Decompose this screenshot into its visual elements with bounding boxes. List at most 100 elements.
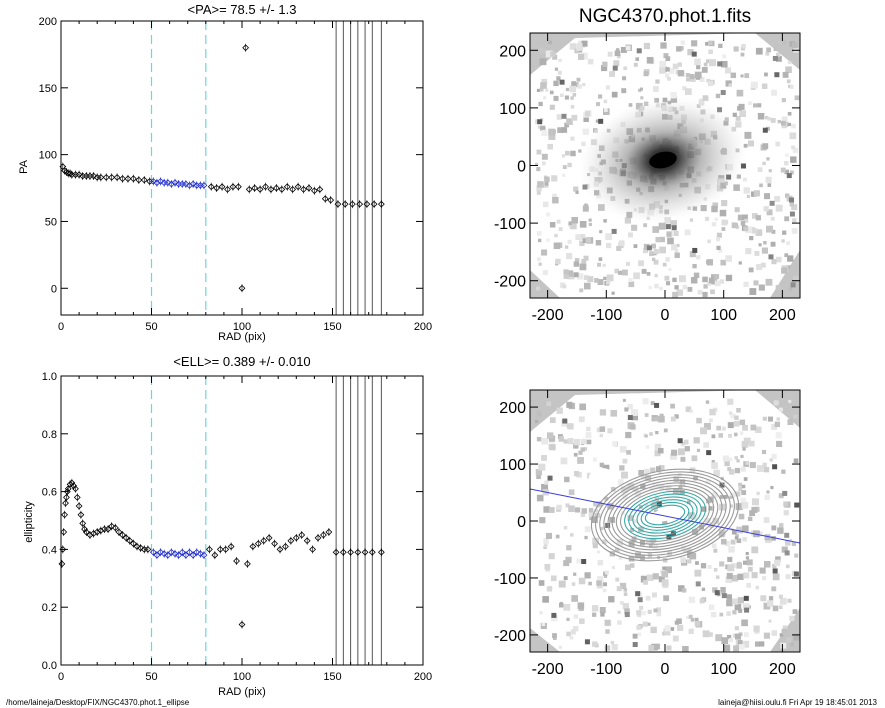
noise-pixel bbox=[782, 71, 789, 78]
noise-pixel bbox=[719, 612, 724, 617]
pa-plot-ylabel: PA bbox=[18, 159, 30, 174]
noise-pixel bbox=[576, 77, 581, 82]
noise-pixel bbox=[611, 644, 618, 651]
noise-pixel bbox=[588, 507, 594, 513]
noise-pixel bbox=[552, 636, 557, 640]
noise-pixel bbox=[676, 289, 684, 296]
noise-pixel bbox=[737, 597, 745, 604]
noise-pixel bbox=[566, 401, 573, 408]
noise-pixel bbox=[577, 457, 584, 464]
noise-pixel bbox=[721, 60, 728, 68]
noise-pixel bbox=[570, 629, 576, 635]
noise-pixel bbox=[762, 127, 768, 133]
img-y-tick-label: -100 bbox=[494, 571, 526, 588]
noise-pixel bbox=[562, 284, 567, 289]
noise-pixel bbox=[760, 595, 767, 602]
noise-pixel bbox=[674, 249, 679, 253]
noise-pixel bbox=[541, 483, 549, 491]
noise-pixel bbox=[765, 176, 772, 183]
noise-pixel bbox=[628, 103, 633, 107]
noise-pixel bbox=[544, 563, 551, 570]
noise-pixel bbox=[556, 76, 561, 81]
noise-pixel bbox=[538, 125, 542, 129]
noise-pixel bbox=[771, 259, 777, 265]
noise-pixel bbox=[653, 259, 659, 265]
noise-pixel bbox=[568, 223, 572, 227]
noise-pixel bbox=[566, 252, 573, 260]
noise-pixel bbox=[791, 123, 796, 129]
noise-pixel bbox=[780, 120, 786, 126]
noise-pixel bbox=[538, 262, 542, 266]
noise-pixel bbox=[585, 111, 591, 117]
noise-pixel bbox=[782, 490, 788, 496]
noise-pixel bbox=[787, 60, 792, 65]
noise-pixel bbox=[614, 268, 619, 274]
noise-pixel bbox=[627, 404, 633, 410]
noise-pixel bbox=[775, 204, 783, 212]
noise-pixel bbox=[563, 576, 568, 581]
noise-pixel bbox=[581, 438, 587, 445]
noise-pixel bbox=[595, 102, 601, 107]
data-point bbox=[62, 499, 69, 507]
noise-pixel bbox=[552, 633, 557, 639]
noise-pixel bbox=[673, 476, 680, 482]
noise-pixel bbox=[674, 285, 679, 290]
noise-pixel bbox=[654, 643, 660, 650]
noise-pixel bbox=[623, 66, 628, 71]
noise-pixel bbox=[692, 247, 698, 253]
noise-pixel bbox=[579, 240, 585, 246]
noise-pixel bbox=[763, 206, 769, 212]
noise-pixel bbox=[711, 543, 717, 549]
noise-pixel bbox=[757, 103, 762, 108]
noise-pixel bbox=[543, 538, 549, 544]
data-point bbox=[93, 528, 101, 536]
noise-pixel bbox=[781, 546, 788, 553]
data-point bbox=[213, 184, 221, 192]
noise-pixel bbox=[721, 426, 726, 431]
noise-pixel bbox=[558, 227, 563, 232]
noise-pixel bbox=[772, 55, 778, 61]
data-point bbox=[124, 175, 132, 183]
noise-pixel bbox=[743, 187, 750, 194]
data-point bbox=[320, 531, 327, 539]
noise-pixel bbox=[691, 455, 698, 462]
noise-pixel bbox=[606, 274, 614, 282]
noise-pixel bbox=[558, 436, 565, 442]
footer-path: /home/laineja/Desktop/FIX/NGC4370.phot.1… bbox=[6, 698, 190, 707]
noise-pixel bbox=[744, 73, 750, 78]
ell-plot-ylabel: ellipticity bbox=[23, 501, 35, 543]
noise-pixel bbox=[749, 462, 756, 469]
y-tick-label: 0.8 bbox=[42, 429, 57, 441]
noise-pixel bbox=[536, 436, 542, 442]
noise-pixel bbox=[566, 617, 570, 621]
noise-pixel bbox=[682, 86, 687, 91]
x-tick-label: 0 bbox=[58, 671, 64, 683]
noise-pixel bbox=[748, 267, 754, 273]
noise-pixel bbox=[768, 169, 772, 173]
img-y-tick-label: 100 bbox=[499, 101, 526, 118]
data-point bbox=[68, 171, 76, 179]
noise-pixel bbox=[712, 587, 718, 593]
noise-pixel bbox=[640, 575, 648, 583]
noise-pixel bbox=[720, 538, 727, 545]
noise-pixel bbox=[748, 101, 752, 105]
noise-pixel bbox=[536, 494, 544, 502]
noise-pixel bbox=[648, 538, 655, 544]
noise-pixel bbox=[618, 270, 623, 275]
noise-pixel bbox=[567, 239, 572, 244]
noise-pixel bbox=[594, 278, 599, 283]
noise-pixel bbox=[544, 176, 550, 183]
noise-pixel bbox=[739, 110, 746, 117]
noise-pixel bbox=[746, 582, 752, 588]
noise-pixel bbox=[554, 67, 559, 71]
data-point bbox=[130, 540, 137, 548]
noise-pixel bbox=[707, 239, 711, 244]
noise-pixel bbox=[689, 552, 697, 560]
noise-pixel bbox=[732, 633, 737, 638]
noise-pixel bbox=[695, 561, 699, 565]
noise-pixel bbox=[619, 446, 627, 453]
noise-pixel bbox=[564, 476, 570, 483]
data-point bbox=[245, 185, 253, 193]
noise-pixel bbox=[706, 281, 711, 286]
noise-pixel bbox=[781, 98, 786, 103]
